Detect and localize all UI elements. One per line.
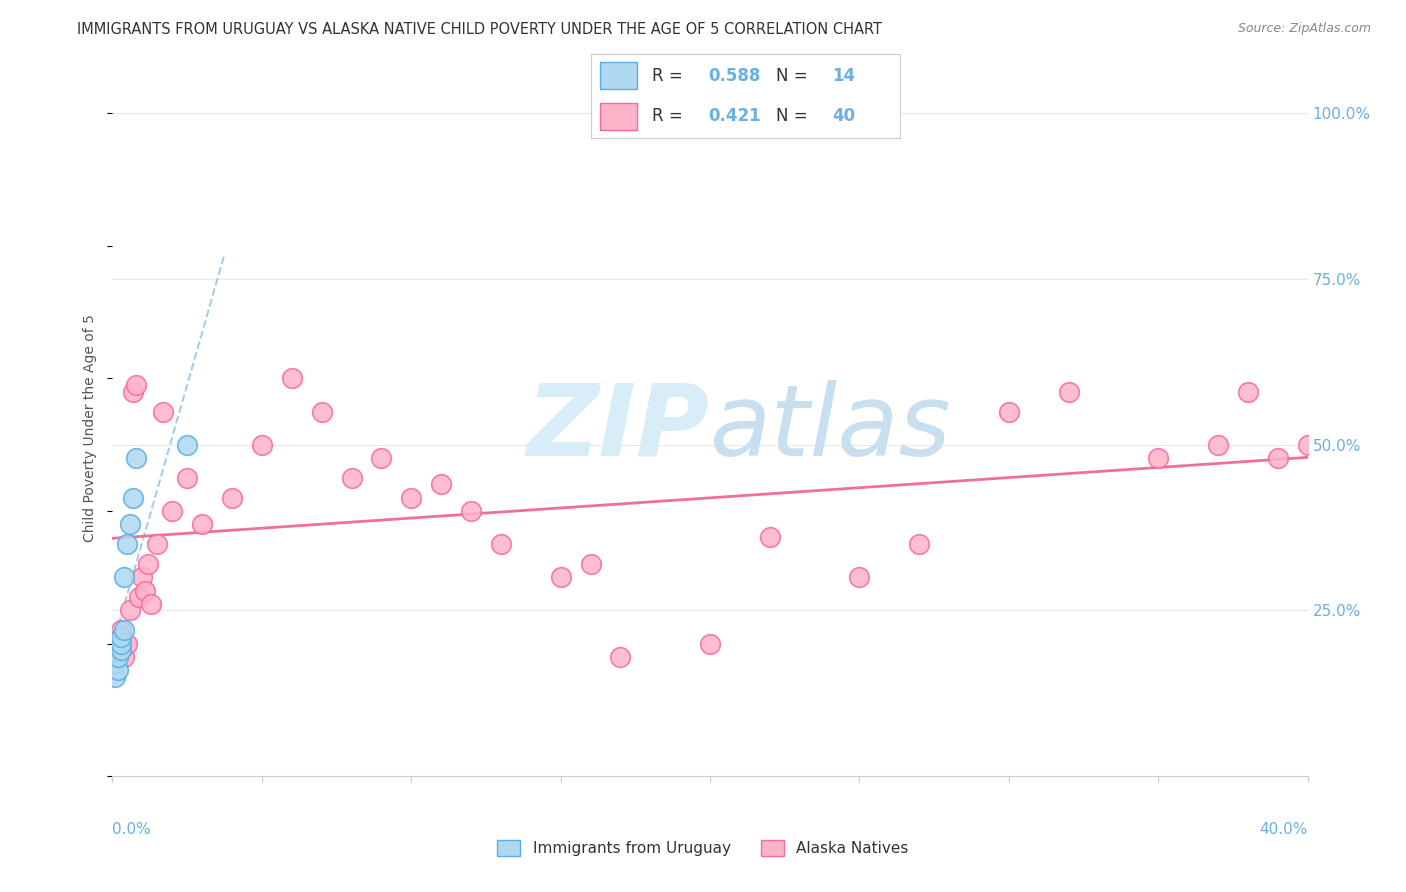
Point — [110, 624, 132, 638]
Point — [120, 517, 142, 532]
Text: atlas: atlas — [710, 380, 952, 476]
Point — [128, 590, 150, 604]
Point — [281, 371, 304, 385]
Point — [122, 491, 145, 505]
Point — [125, 450, 148, 465]
Text: 0.421: 0.421 — [709, 107, 761, 125]
Point — [122, 384, 145, 399]
Point — [134, 583, 156, 598]
Point — [460, 504, 482, 518]
Point — [609, 649, 631, 664]
Text: IMMIGRANTS FROM URUGUAY VS ALASKA NATIVE CHILD POVERTY UNDER THE AGE OF 5 CORREL: IMMIGRANTS FROM URUGUAY VS ALASKA NATIVE… — [77, 22, 883, 37]
Point — [125, 378, 148, 392]
Point — [104, 657, 127, 671]
Text: N =: N = — [776, 107, 813, 125]
Point — [550, 570, 572, 584]
Point — [998, 404, 1021, 418]
Point — [759, 531, 782, 545]
Point — [1057, 384, 1080, 399]
Text: N =: N = — [776, 67, 813, 85]
Point — [176, 438, 198, 452]
Text: R =: R = — [652, 107, 689, 125]
FancyBboxPatch shape — [600, 103, 637, 130]
Text: 14: 14 — [832, 67, 855, 85]
Point — [908, 537, 931, 551]
Point — [110, 643, 132, 657]
Text: R =: R = — [652, 67, 689, 85]
Point — [401, 491, 423, 505]
Point — [176, 471, 198, 485]
Point — [152, 404, 174, 418]
Point — [114, 649, 135, 664]
FancyBboxPatch shape — [600, 62, 637, 89]
Text: 0.588: 0.588 — [709, 67, 761, 85]
Point — [114, 570, 135, 584]
Point — [117, 636, 139, 650]
Text: 40.0%: 40.0% — [1260, 822, 1308, 837]
Point — [1267, 450, 1289, 465]
Point — [110, 630, 132, 644]
Point — [430, 477, 453, 491]
Point — [146, 537, 169, 551]
Point — [114, 624, 135, 638]
Point — [141, 597, 163, 611]
Point — [221, 491, 243, 505]
Point — [250, 438, 273, 452]
Point — [1147, 450, 1170, 465]
Point — [1296, 438, 1319, 452]
Point — [1206, 438, 1229, 452]
Point — [489, 537, 512, 551]
Legend: Immigrants from Uruguay, Alaska Natives: Immigrants from Uruguay, Alaska Natives — [491, 834, 915, 862]
Point — [120, 603, 142, 617]
Point — [699, 636, 721, 650]
Text: 40: 40 — [832, 107, 855, 125]
Point — [138, 557, 160, 571]
Y-axis label: Child Poverty Under the Age of 5: Child Poverty Under the Age of 5 — [83, 314, 97, 542]
Point — [1237, 384, 1260, 399]
Point — [162, 504, 183, 518]
Point — [370, 450, 392, 465]
Point — [131, 570, 153, 584]
Point — [110, 636, 132, 650]
Text: Source: ZipAtlas.com: Source: ZipAtlas.com — [1237, 22, 1371, 36]
Point — [107, 663, 129, 677]
Point — [117, 537, 139, 551]
Point — [107, 649, 129, 664]
Point — [104, 670, 127, 684]
Point — [340, 471, 363, 485]
Text: ZIP: ZIP — [527, 380, 710, 476]
Point — [191, 517, 214, 532]
Text: 0.0%: 0.0% — [112, 822, 152, 837]
Point — [848, 570, 870, 584]
Point — [579, 557, 602, 571]
Point — [311, 404, 333, 418]
